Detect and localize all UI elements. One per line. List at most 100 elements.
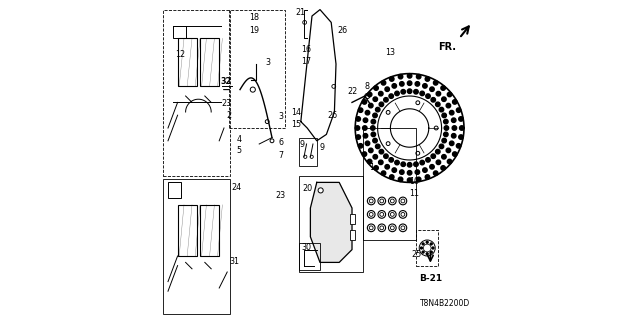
Text: 7: 7	[278, 151, 284, 160]
Circle shape	[444, 132, 448, 137]
Circle shape	[459, 117, 463, 121]
Circle shape	[426, 94, 430, 98]
Circle shape	[399, 82, 404, 86]
Circle shape	[356, 135, 360, 139]
Circle shape	[365, 110, 370, 115]
Circle shape	[379, 92, 383, 96]
Circle shape	[376, 144, 380, 149]
Circle shape	[381, 81, 386, 85]
Text: 13: 13	[385, 48, 395, 57]
Text: 9: 9	[299, 140, 305, 149]
Circle shape	[422, 84, 427, 88]
Circle shape	[381, 171, 386, 175]
Circle shape	[430, 243, 432, 245]
Circle shape	[449, 110, 454, 115]
Text: 3: 3	[266, 58, 271, 67]
Circle shape	[364, 118, 368, 123]
Circle shape	[392, 168, 397, 172]
Bar	[351, 230, 355, 240]
Circle shape	[417, 74, 421, 79]
Circle shape	[392, 84, 397, 88]
Circle shape	[433, 171, 438, 175]
Circle shape	[446, 103, 451, 108]
Text: 5: 5	[237, 146, 242, 155]
Circle shape	[444, 126, 449, 130]
Circle shape	[372, 113, 377, 118]
Circle shape	[395, 160, 399, 165]
Circle shape	[408, 171, 412, 175]
Circle shape	[373, 155, 378, 159]
Circle shape	[430, 251, 432, 253]
Text: 32: 32	[221, 77, 232, 86]
Circle shape	[447, 92, 452, 97]
Text: 4: 4	[237, 135, 242, 144]
Circle shape	[413, 90, 418, 94]
Text: 8: 8	[365, 82, 370, 91]
Text: T8N4B2200D: T8N4B2200D	[420, 300, 470, 308]
Circle shape	[408, 178, 412, 182]
Circle shape	[442, 113, 447, 118]
Bar	[351, 214, 355, 224]
Circle shape	[426, 241, 428, 243]
Text: 23: 23	[221, 99, 232, 108]
Text: 30: 30	[301, 243, 311, 252]
Circle shape	[451, 118, 456, 123]
Circle shape	[389, 158, 394, 162]
Circle shape	[459, 135, 463, 139]
Circle shape	[456, 108, 461, 112]
Circle shape	[408, 81, 412, 85]
Circle shape	[415, 82, 420, 86]
Circle shape	[452, 152, 457, 156]
Text: 18: 18	[250, 13, 259, 22]
Circle shape	[379, 102, 383, 107]
Text: 26: 26	[327, 111, 337, 120]
Circle shape	[362, 126, 367, 130]
Circle shape	[362, 100, 367, 104]
Text: 6: 6	[278, 138, 283, 147]
Circle shape	[379, 160, 383, 164]
Circle shape	[456, 144, 461, 148]
Circle shape	[398, 177, 403, 182]
Circle shape	[389, 94, 394, 98]
Circle shape	[408, 163, 412, 167]
Text: 31: 31	[229, 257, 239, 266]
Circle shape	[376, 108, 380, 112]
Circle shape	[439, 108, 444, 112]
Circle shape	[460, 126, 464, 130]
Circle shape	[318, 188, 323, 193]
Circle shape	[374, 166, 378, 170]
Circle shape	[442, 155, 446, 159]
Text: 23: 23	[276, 191, 285, 200]
Text: 20: 20	[303, 184, 313, 193]
Text: 11: 11	[410, 189, 419, 198]
Text: 17: 17	[301, 57, 312, 66]
Text: 22: 22	[348, 87, 358, 96]
Circle shape	[369, 148, 373, 153]
Circle shape	[430, 164, 435, 169]
Text: 14: 14	[292, 108, 301, 117]
Circle shape	[413, 162, 418, 166]
Circle shape	[426, 253, 428, 255]
Circle shape	[420, 91, 424, 96]
Circle shape	[441, 86, 445, 90]
Circle shape	[422, 168, 427, 172]
Circle shape	[390, 175, 394, 179]
Circle shape	[436, 102, 440, 107]
Circle shape	[385, 87, 390, 92]
Circle shape	[398, 74, 403, 79]
Circle shape	[356, 117, 360, 121]
Circle shape	[432, 247, 434, 249]
Circle shape	[395, 91, 399, 96]
Circle shape	[364, 133, 368, 138]
Text: 9: 9	[320, 143, 325, 152]
Circle shape	[431, 98, 435, 102]
Text: 3: 3	[278, 112, 283, 121]
Circle shape	[436, 92, 440, 96]
Polygon shape	[310, 182, 352, 262]
Circle shape	[426, 158, 430, 162]
Circle shape	[371, 119, 376, 124]
Circle shape	[449, 141, 454, 146]
Circle shape	[384, 154, 388, 158]
Circle shape	[372, 138, 377, 143]
Circle shape	[425, 77, 429, 81]
